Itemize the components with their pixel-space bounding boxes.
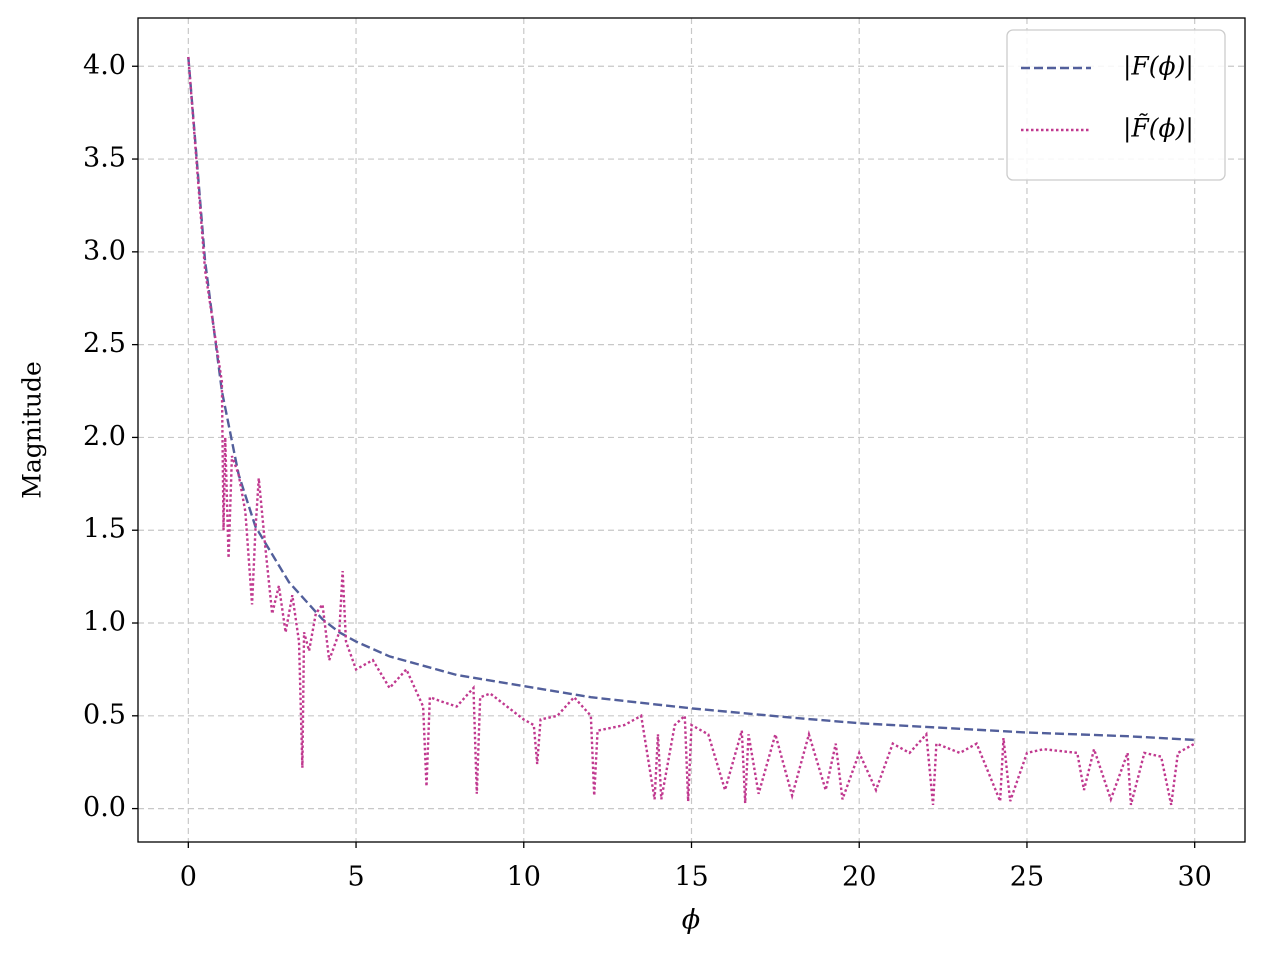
y-tick-label: 0.0: [83, 792, 126, 823]
y-tick-label: 2.0: [83, 421, 126, 452]
x-tick-label: 0: [180, 862, 197, 893]
x-tick-label: 5: [347, 862, 364, 893]
legend-label: |F̃(ϕ)|: [1123, 114, 1194, 144]
line-series: [187, 56, 1196, 806]
y-tick-label: 1.0: [83, 607, 126, 638]
plot-frame: [137, 17, 1246, 843]
x-tick-label: 15: [674, 862, 708, 893]
x-tick-label: 30: [1178, 862, 1212, 893]
legend-label: |F(ϕ)|: [1123, 52, 1194, 82]
legend: |F(ϕ)| |F̃(ϕ)|: [1006, 29, 1226, 181]
y-tick-label: 4.0: [83, 50, 126, 81]
y-axis-label: Magnitude: [18, 361, 47, 499]
x-tick-label: 25: [1010, 862, 1044, 893]
line-series: [187, 56, 1195, 742]
x-tick-label: 10: [507, 862, 541, 893]
y-tick-label: 2.5: [83, 328, 126, 359]
x-axis-label: ϕ: [682, 905, 700, 936]
x-tick-label: 20: [842, 862, 876, 893]
y-tick-label: 3.5: [83, 143, 126, 174]
y-tick-label: 3.0: [83, 235, 126, 266]
y-tick-label: 0.5: [83, 699, 126, 730]
y-tick-label: 1.5: [83, 514, 126, 545]
